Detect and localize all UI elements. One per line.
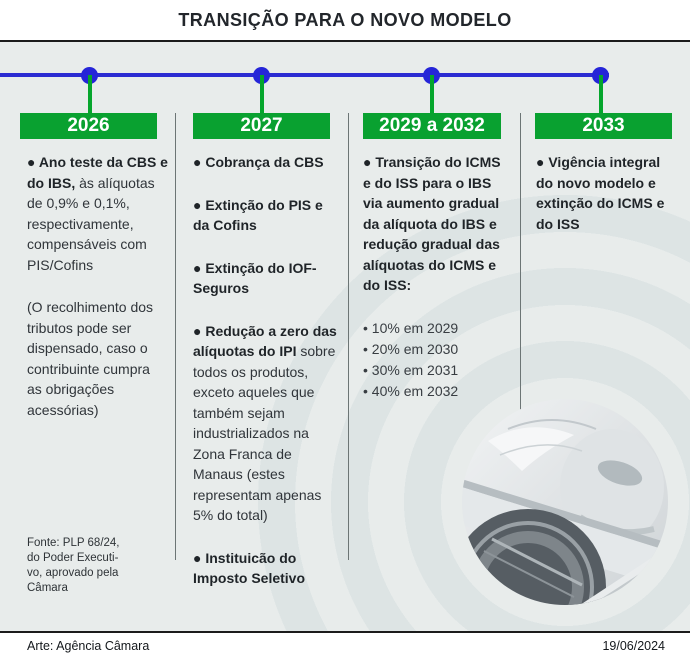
header: TRANSIÇÃO PARA O NOVO MODELO <box>0 0 690 40</box>
stem-2027 <box>260 75 264 114</box>
list-item: ● Vigência integral do novo modelo e ext… <box>536 154 665 232</box>
art-credit: Arte: Agência Câmara <box>27 638 150 653</box>
list-item: ● Instituicão do Imposto Seletivo <box>193 549 306 587</box>
list-item: ● Cobrança da CBS <box>193 154 324 170</box>
footer-divider-line <box>0 631 690 633</box>
list-item: ● Redução a zero das alíquotas do IPI so… <box>193 322 337 524</box>
banknote-coin-photo-graphic <box>462 399 668 605</box>
sub-list-item: • 20% em 2030 <box>363 340 459 357</box>
timeline-line <box>0 73 609 77</box>
stem-2029-2032 <box>430 75 434 114</box>
list-item: ● Extinção do PIS e da Cofins <box>193 196 323 234</box>
publication-date: 19/06/2024 <box>602 638 665 653</box>
column-divider <box>348 113 349 560</box>
list-item: ● Extinção do IOF-Seguros <box>193 259 317 297</box>
list-item: ● Transição do ICMS e do ISS para o IBS … <box>363 154 501 293</box>
column-2026: ● Ano teste da CBS e do IBS, às alíquota… <box>27 152 168 442</box>
list-item: (O recolhimento dos tributos pode ser di… <box>27 299 154 418</box>
list-item: ● Ano teste da CBS e do IBS, às alíquota… <box>27 154 168 273</box>
year-badge-2029-2032: 2029 a 2032 <box>363 113 501 139</box>
sub-list-item: • 40% em 2032 <box>363 382 459 399</box>
column-divider <box>175 113 176 560</box>
column-2027: ● Cobrança da CBS ● Extinção do PIS e da… <box>193 152 340 611</box>
year-badge-2026: 2026 <box>20 113 157 139</box>
sub-list-item: • 10% em 2029 <box>363 319 459 336</box>
footer: Arte: Agência Câmara 19/06/2024 <box>0 633 690 658</box>
banknote-coin-photo <box>462 399 668 605</box>
year-badge-2027: 2027 <box>193 113 330 139</box>
column-2033: ● Vigência integral do novo modelo e ext… <box>536 152 676 256</box>
header-divider-line <box>0 40 690 42</box>
sub-list-item: • 30% em 2031 <box>363 361 459 378</box>
column-2029-2032: ● Transição do ICMS e do ISS para o IBS … <box>363 152 511 402</box>
source-note: Fonte: PLP 68/24, do Poder Executi- vo, … <box>27 537 120 594</box>
stem-2026 <box>88 75 92 114</box>
timeline-board: 2026 2027 2029 a 2032 2033 ● Ano teste d… <box>0 42 690 631</box>
column-divider <box>520 113 521 560</box>
stem-2033 <box>599 75 603 114</box>
page-title: TRANSIÇÃO PARA O NOVO MODELO <box>178 9 512 30</box>
year-badge-2033: 2033 <box>535 113 672 139</box>
